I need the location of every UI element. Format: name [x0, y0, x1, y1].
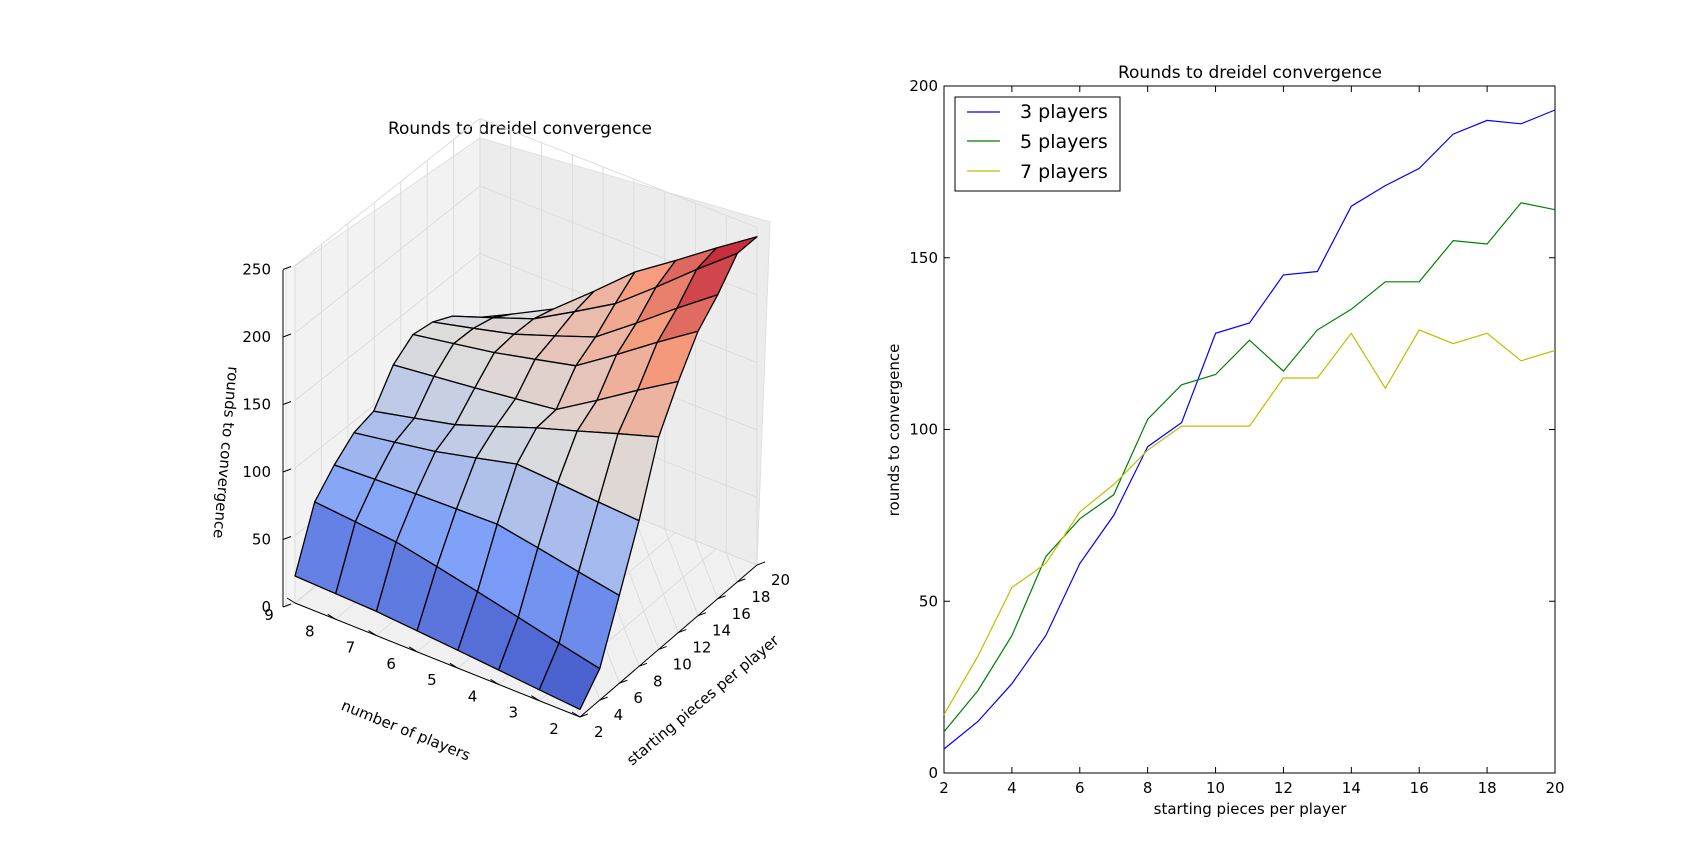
- line-chart: Rounds to dreidel convergence 2 4 6 8 10 12 14…: [885, 63, 1565, 818]
- line-ylabel: rounds to convergence: [885, 344, 903, 517]
- legend-box: [954, 96, 1121, 192]
- players-tick-label: 7: [346, 639, 356, 657]
- players-tick-label: 9: [264, 606, 274, 624]
- x-tick-label: 20: [1545, 779, 1564, 797]
- legend-label-3-players: 3 players: [1020, 101, 1108, 123]
- pieces-floor-gridline: [633, 516, 679, 633]
- x-tick-label: 18: [1478, 779, 1497, 797]
- players-tick-mark: [449, 662, 459, 669]
- z-tick-mark: [282, 468, 292, 473]
- pieces-tick-mark: [619, 679, 628, 684]
- x-tick-label: 4: [1007, 779, 1017, 797]
- players-tick-label: 3: [509, 704, 519, 722]
- pieces-tick-label: 10: [673, 655, 692, 673]
- y-tick-label: 150: [909, 249, 938, 267]
- pieces-tick-mark: [678, 629, 687, 634]
- pieces-floor-gridline: [664, 528, 699, 616]
- series-line-3-players: [943, 109, 1556, 750]
- x-tick-label: 10: [1206, 779, 1225, 797]
- x-tick-label: 14: [1342, 779, 1361, 797]
- y-tick-label: 0: [928, 764, 938, 782]
- players-tick-mark: [490, 679, 499, 685]
- players-tick-label: 4: [468, 687, 478, 705]
- pieces-tick-mark: [737, 578, 746, 583]
- players-tick-label: 6: [386, 655, 396, 673]
- players-tick-mark: [368, 630, 377, 636]
- x-tick-label: 12: [1274, 779, 1293, 797]
- players-tick-mark: [327, 613, 336, 620]
- x-tick-label: 8: [1143, 779, 1153, 797]
- pieces-tick-mark: [599, 696, 608, 701]
- left-pane: [285, 265, 296, 608]
- z-tick-label: 150: [242, 396, 271, 414]
- players-tick-mark: [408, 646, 418, 653]
- legend-label-7-players: 7 players: [1020, 161, 1108, 183]
- line-xlabel: starting pieces per player: [1154, 800, 1348, 818]
- z-tick-label: 100: [242, 463, 271, 481]
- series-line-7-players: [943, 329, 1556, 715]
- x-tick-label: 2: [939, 779, 949, 797]
- z-tick-mark: [282, 333, 292, 338]
- pieces-tick-label: 14: [712, 622, 731, 640]
- players-tick-label: 5: [427, 671, 437, 689]
- line-title: Rounds to dreidel convergence: [1118, 63, 1382, 83]
- y-tick-label: 100: [909, 421, 938, 439]
- pieces-tick-mark: [756, 561, 766, 566]
- z-tick-mark: [282, 266, 292, 270]
- x-tick-label: 16: [1410, 779, 1429, 797]
- surface-title: Rounds to dreidel convergence: [388, 119, 652, 139]
- z-tick-mark: [282, 401, 292, 405]
- surface-plot: Rounds to dreidel convergence 0 50 100 150 2…: [209, 117, 790, 769]
- pieces-tick-mark: [658, 645, 667, 650]
- surface-mesh: [294, 236, 758, 711]
- x-tick-label: 6: [1075, 779, 1085, 797]
- pieces-axis-line: [579, 564, 758, 718]
- legend-label-5-players: 5 players: [1020, 131, 1108, 153]
- z-tick-label: 200: [242, 328, 271, 346]
- y-tick-label: 50: [919, 592, 938, 610]
- pieces-tick-label: 18: [751, 588, 770, 606]
- legend: 3 players 5 players 7 players: [954, 96, 1121, 192]
- pieces-tick-mark: [717, 595, 726, 600]
- players-tick-mark: [531, 695, 540, 702]
- z-tick-label: 0: [261, 598, 271, 616]
- z-tick-mark: [282, 536, 292, 540]
- pieces-tick-label: 8: [653, 672, 663, 690]
- pieces-tick-label: 20: [771, 571, 790, 589]
- z-tick-mark: [282, 603, 292, 608]
- pieces-tick-label: 12: [692, 639, 711, 657]
- pieces-tick-label: 6: [633, 689, 643, 707]
- z-tick-label: 50: [252, 531, 271, 549]
- series-line-5-players: [943, 202, 1556, 733]
- surface-players-label: number of players: [339, 696, 473, 764]
- surface-patch: [538, 642, 601, 711]
- pieces-tick-label: 2: [594, 723, 604, 741]
- players-tick-label: 8: [305, 622, 315, 640]
- pieces-tick-label: 4: [614, 706, 624, 724]
- pieces-floor-gridline: [694, 540, 719, 599]
- z-tick-label: 250: [242, 261, 271, 279]
- y-tick-label: 200: [909, 77, 938, 95]
- pieces-tick-label: 16: [732, 605, 751, 623]
- players-axis-line: [294, 602, 581, 718]
- pieces-tick-mark: [579, 713, 589, 718]
- pieces-floor-gridline: [725, 552, 738, 583]
- line-series: [943, 109, 1556, 750]
- players-tick-mark: [571, 711, 581, 718]
- pieces-tick-mark: [697, 612, 707, 617]
- players-tick-mark: [286, 597, 296, 604]
- surface-rounds-label: rounds to convergence: [209, 366, 242, 540]
- players-tick-label: 2: [549, 720, 559, 738]
- pieces-tick-mark: [638, 662, 648, 667]
